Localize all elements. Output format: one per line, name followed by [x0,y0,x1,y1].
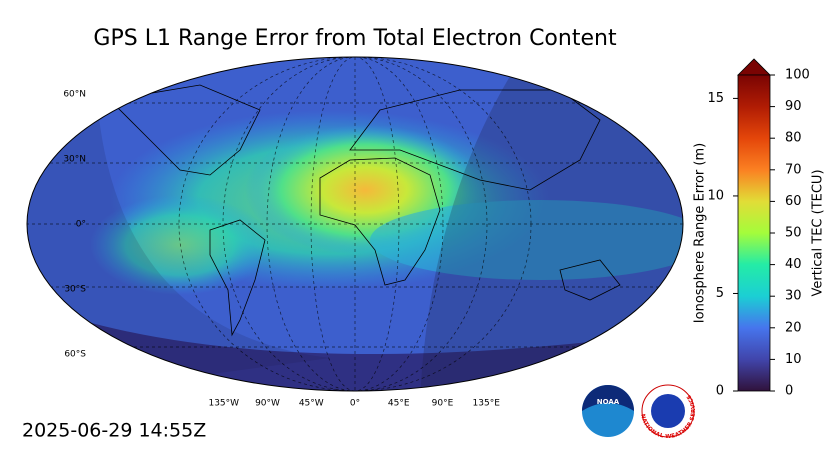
tec-tick-label: 50 [785,226,802,241]
tec-tick-label: 60 [785,194,802,209]
range-tick-label: 0 [716,384,724,399]
tec-tick-label: 100 [785,68,810,83]
tec-tick-label: 0 [785,384,793,399]
tec-tick-label: 20 [785,320,802,335]
colorbar [737,74,771,392]
tec-tick-label: 10 [785,352,802,367]
nws-logo: NATIONAL WEATHER SERVICE [640,384,697,440]
range-axis-label: Ionosphere Range Error (m) [693,143,708,323]
colorbar-extend [737,58,771,76]
lon-label: 45°W [299,399,324,409]
tec-tick-label: 30 [785,289,802,304]
map [27,57,683,391]
lon-label: 90°W [255,399,280,409]
lon-label: 135°W [208,399,239,409]
tec-tick-label: 70 [785,162,802,177]
lon-label: 0° [350,399,360,409]
tec-tick-label: 40 [785,257,802,272]
noaa-text: NOAA [597,398,620,406]
tec-axis-label: Vertical TEC (TECU) [811,169,826,296]
range-tick-label: 15 [707,91,724,106]
lon-label: 135°E [473,399,501,409]
lon-label: 45°E [388,399,410,409]
range-tick-label: 10 [707,188,724,203]
lat-label: 30°N [63,154,86,164]
noaa-logo: NOAA [582,385,634,437]
map-border [26,56,684,392]
lat-label: 30°S [64,285,86,295]
timestamp: 2025-06-29 14:55Z [22,420,206,442]
tec-tick-label: 90 [785,99,802,114]
title: GPS L1 Range Error from Total Electron C… [93,26,617,51]
lat-label: 60°S [64,350,86,360]
range-tick-label: 5 [716,286,724,301]
tec-tick-label: 80 [785,131,802,146]
lon-label: 90°E [432,399,454,409]
lat-label: 0° [76,220,86,230]
lat-label: 60°N [63,89,86,99]
